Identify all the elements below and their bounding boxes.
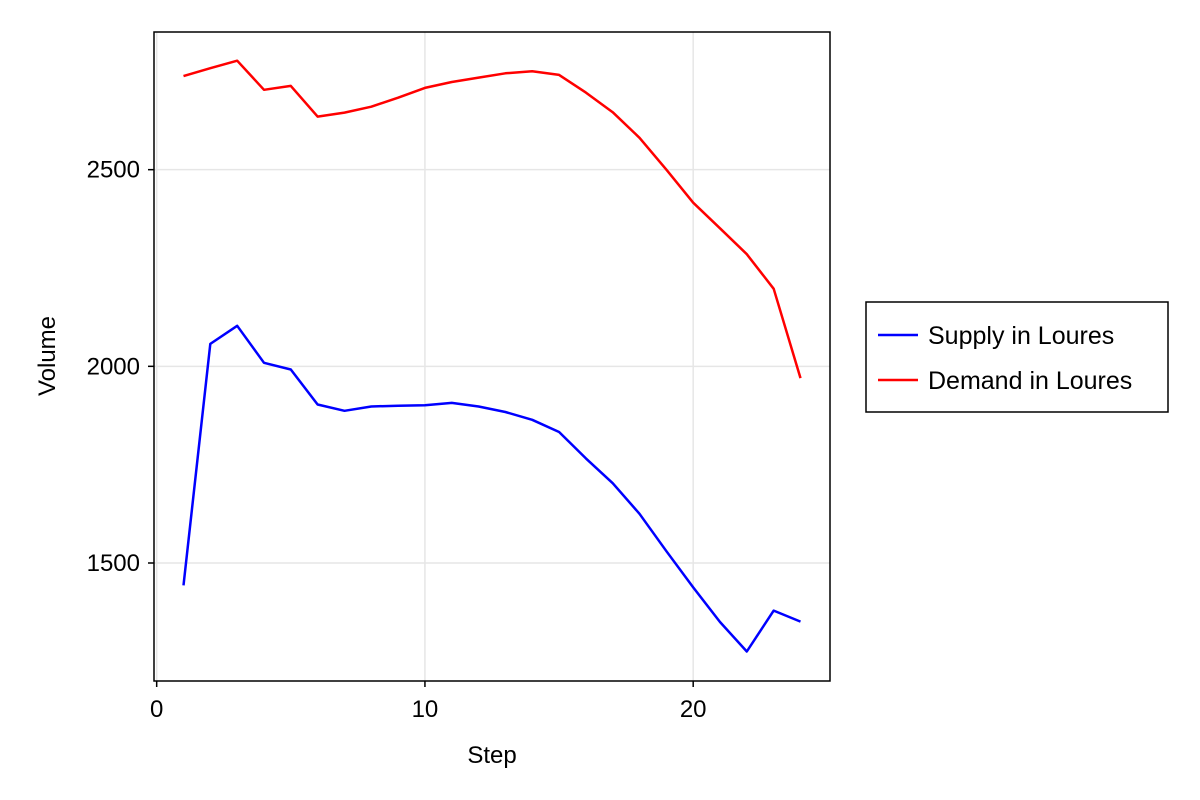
legend-box [865, 301, 1169, 413]
axis-ticks: 0 10 20 1500 2000 2500 [87, 157, 707, 723]
series-layer [182, 59, 802, 653]
y-tick-label: 2500 [87, 157, 140, 184]
y-tick-label: 2000 [87, 353, 140, 380]
x-tick-label: 20 [680, 696, 707, 723]
y-tick-label: 1500 [87, 550, 140, 577]
x-tick-label: 0 [150, 696, 163, 723]
x-tick-label: 10 [412, 696, 439, 723]
legend-entry-label: Supply in Loures [928, 322, 1114, 350]
legend: Supply in Loures Demand in Loures [865, 301, 1169, 413]
x-axis-label: Step [467, 742, 516, 769]
series-line-2 [183, 59, 802, 379]
legend-entry-label: Demand in Loures [928, 367, 1132, 395]
plot-frame [153, 31, 831, 682]
y-axis-label: Volume [34, 316, 61, 396]
series-line-1 [182, 324, 801, 653]
grid-lines [154, 32, 830, 681]
